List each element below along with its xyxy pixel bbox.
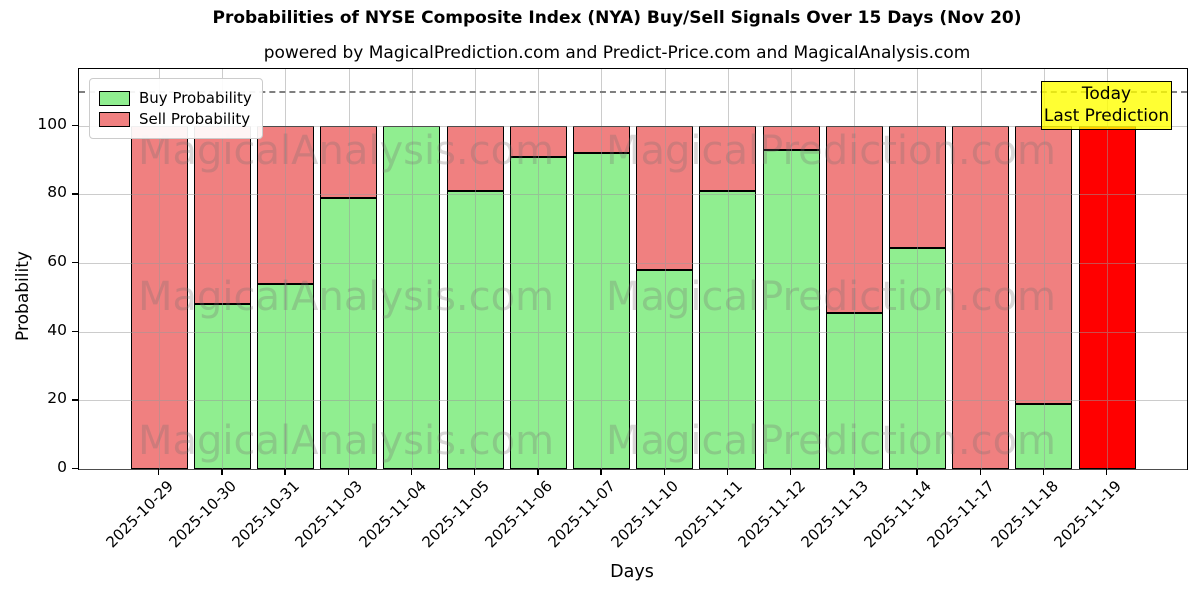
plot-area: Buy Probability Sell Probability Today L… — [78, 68, 1188, 470]
legend: Buy Probability Sell Probability — [89, 78, 263, 139]
watermark-text: MagicalPrediction.com — [606, 274, 1056, 320]
chart-subtitle: powered by MagicalPrediction.com and Pre… — [263, 43, 971, 63]
x-tick-label: 2025-11-18 — [987, 477, 1062, 552]
today-annotation-line1: Today — [1081, 84, 1132, 104]
x-tick-mark — [979, 469, 981, 475]
watermark-text: MagicalAnalysis.com — [137, 274, 555, 320]
x-tick-mark — [347, 469, 349, 475]
today-annotation-line2: Last Prediction — [1043, 106, 1170, 126]
x-tick-label: 2025-11-04 — [355, 477, 430, 552]
y-tick-mark — [72, 468, 78, 470]
x-tick-label: 2025-11-19 — [1050, 477, 1125, 552]
y-tick-label: 20 — [47, 389, 67, 408]
x-tick-label: 2025-11-06 — [481, 477, 556, 552]
sell-color-swatch — [99, 111, 130, 127]
y-tick-mark — [72, 124, 78, 127]
y-tick-mark — [72, 399, 78, 401]
x-axis-label: Days — [610, 562, 654, 582]
x-tick-label: 2025-11-11 — [671, 477, 746, 552]
x-tick-label: 2025-11-07 — [544, 477, 620, 552]
legend-entry-sell: Sell Probability — [99, 110, 252, 128]
x-tick-label: 2025-11-13 — [797, 477, 872, 552]
x-tick-label: 2025-11-14 — [860, 477, 936, 552]
x-tick-mark — [663, 469, 665, 475]
x-tick-mark — [600, 469, 602, 475]
x-tick-mark — [284, 469, 286, 475]
watermark-text: MagicalAnalysis.com — [137, 418, 555, 464]
buy-color-swatch — [99, 90, 130, 106]
x-tick-label: 2025-11-10 — [607, 477, 683, 552]
x-tick-mark — [537, 469, 539, 475]
x-tick-mark — [1042, 469, 1045, 475]
watermark-text: MagicalPrediction.com — [606, 128, 1056, 174]
today-annotation: Today Last Prediction — [1041, 81, 1172, 130]
gridline-h — [79, 469, 1187, 470]
x-tick-label: 2025-10-30 — [165, 477, 240, 552]
y-tick-label: 0 — [57, 458, 67, 476]
x-tick-mark — [853, 469, 855, 475]
x-tick-label: 2025-11-17 — [923, 477, 999, 552]
y-tick-label: 80 — [47, 183, 67, 202]
y-tick-mark — [72, 193, 78, 195]
x-tick-label: 2025-11-05 — [418, 477, 493, 552]
legend-label-sell: Sell Probability — [139, 110, 251, 128]
x-tick-mark — [410, 469, 413, 475]
dashed-threshold-line — [79, 91, 1187, 94]
x-tick-mark — [916, 469, 918, 475]
x-tick-label: 2025-10-31 — [228, 477, 304, 552]
x-tick-mark — [221, 469, 223, 475]
x-tick-mark — [790, 469, 792, 475]
y-tick-label: 100 — [37, 114, 67, 133]
x-tick-mark — [158, 469, 160, 475]
x-tick-mark — [1106, 469, 1108, 475]
legend-entry-buy: Buy Probability — [99, 89, 252, 107]
y-tick-mark — [72, 330, 78, 333]
y-tick-label: 60 — [47, 251, 67, 270]
x-tick-label: 2025-10-29 — [102, 477, 177, 552]
chart-title: Probabilities of NYSE Composite Index (N… — [212, 8, 1022, 28]
y-tick-label: 40 — [47, 320, 67, 339]
watermark-text: MagicalPrediction.com — [606, 418, 1056, 464]
bar-segment-sell — [1078, 125, 1136, 469]
x-tick-label: 2025-11-03 — [291, 477, 367, 552]
x-tick-mark — [726, 469, 729, 475]
legend-label-buy: Buy Probability — [139, 89, 252, 107]
y-tick-mark — [72, 261, 78, 264]
x-tick-label: 2025-11-12 — [734, 477, 809, 552]
x-tick-mark — [474, 469, 476, 475]
